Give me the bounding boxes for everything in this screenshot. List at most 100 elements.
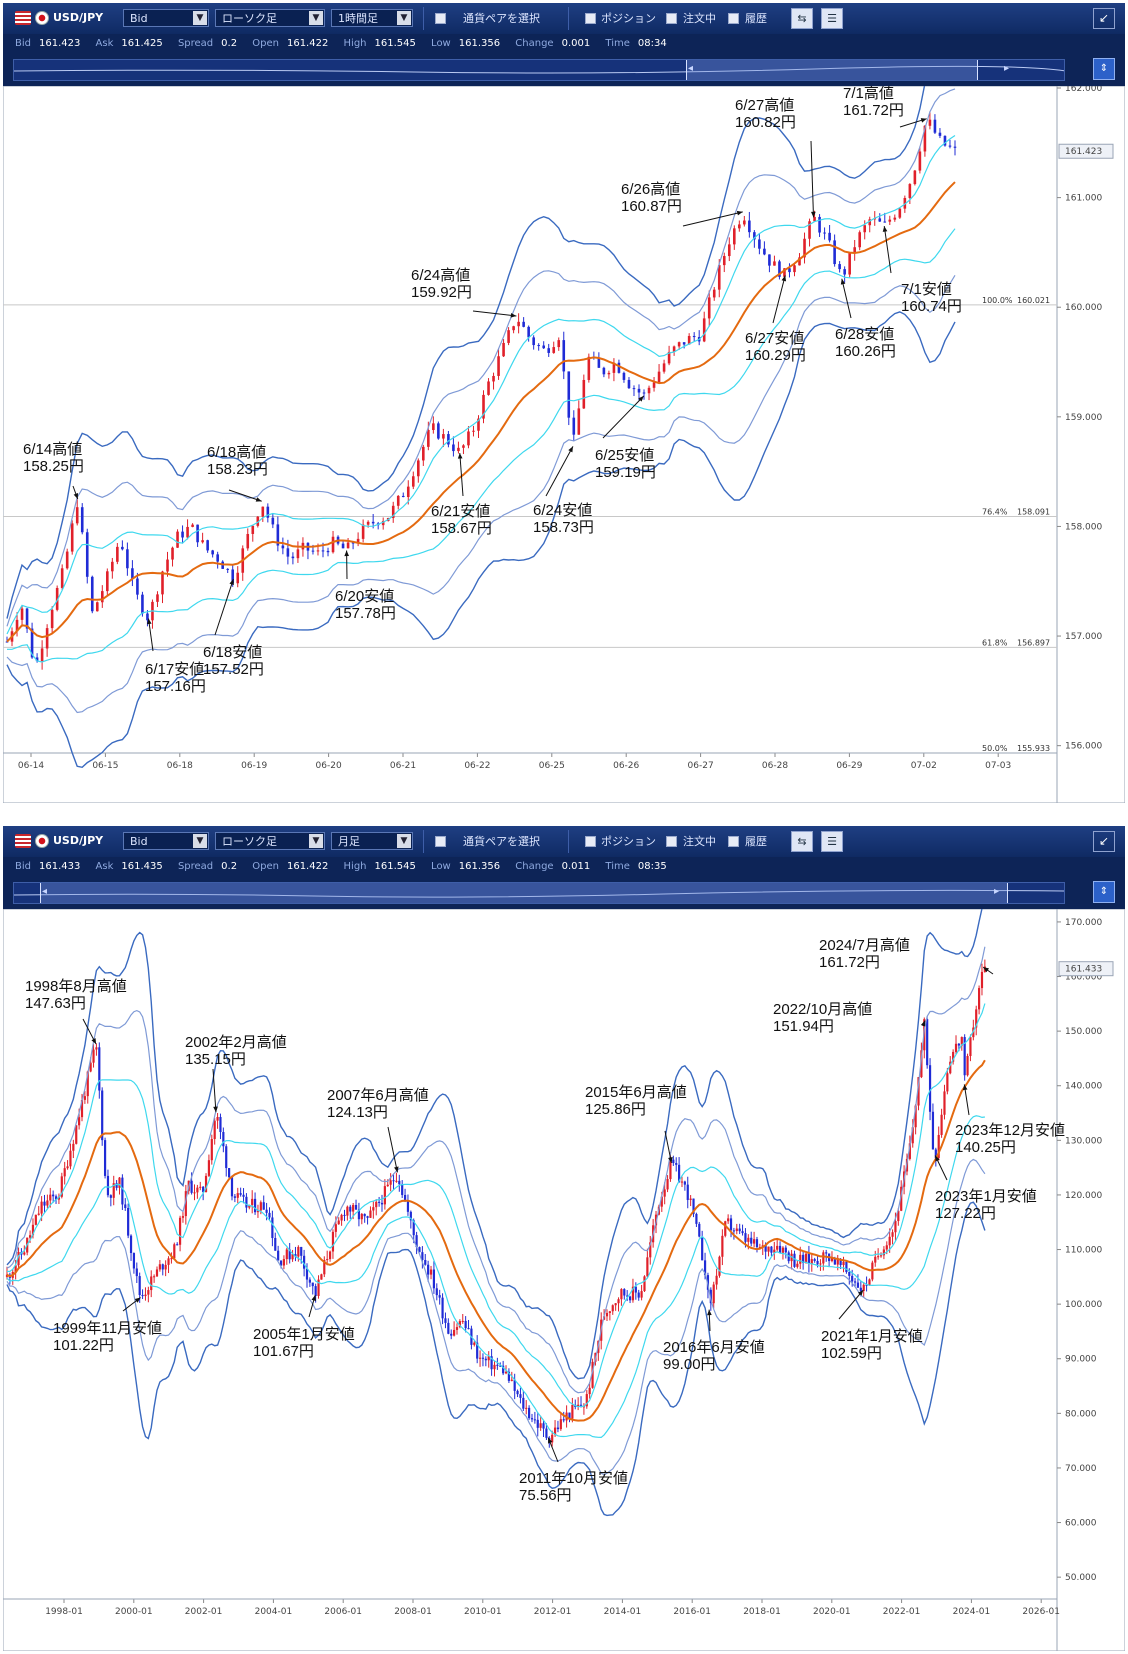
candle-body bbox=[406, 486, 410, 498]
candle-body bbox=[813, 1259, 816, 1261]
x-tick-label: 06-14 bbox=[18, 761, 44, 771]
candle-body bbox=[171, 547, 174, 560]
navigator-window-handle[interactable] bbox=[40, 883, 1008, 903]
candle-body bbox=[977, 988, 981, 1010]
y-tick-label: 158.000 bbox=[1065, 522, 1102, 532]
candle-body bbox=[66, 1166, 69, 1169]
nav-right-arrow-icon[interactable]: ▸ bbox=[994, 886, 1000, 897]
hourly-candlestick-chart[interactable]: 162.000 161.000 160.000 159.000 158.000 157.0… bbox=[3, 86, 1125, 803]
candle-body bbox=[150, 1276, 153, 1291]
chart-settings-icon[interactable]: ⇆ bbox=[791, 8, 813, 29]
candle-body bbox=[496, 1364, 499, 1366]
candle-body bbox=[190, 1180, 193, 1193]
candle bbox=[15, 612, 19, 637]
candle bbox=[281, 537, 285, 555]
nav-left-arrow-icon[interactable]: ◂ bbox=[688, 63, 694, 74]
candle bbox=[95, 1043, 98, 1056]
collapse-arrow-icon[interactable]: ↙ bbox=[1093, 831, 1115, 852]
candle-body bbox=[54, 1196, 58, 1200]
x-tick-label: 06-28 bbox=[762, 761, 788, 771]
candle-body bbox=[158, 1264, 161, 1270]
candle bbox=[819, 1259, 822, 1271]
candle bbox=[773, 1241, 776, 1260]
bollinger-band-upper-1 bbox=[6, 135, 956, 635]
monthly-candlestick-chart[interactable]: 170.000 160.000 150.000 140.000 130.000 120.0… bbox=[3, 909, 1125, 1651]
pair-select-checkbox[interactable] bbox=[435, 836, 446, 847]
history-checkbox[interactable] bbox=[728, 836, 739, 847]
candle bbox=[236, 566, 240, 588]
candle bbox=[626, 1290, 629, 1302]
price-type-select[interactable]: Bid ▼ bbox=[123, 832, 209, 850]
candle-body bbox=[709, 1289, 712, 1304]
pair-select-checkbox[interactable] bbox=[435, 13, 446, 24]
candle-body bbox=[926, 1019, 929, 1066]
chart-settings-icon[interactable]: ⇆ bbox=[791, 831, 813, 852]
candle bbox=[472, 425, 475, 437]
jp-flag-icon bbox=[35, 834, 49, 848]
candle-body bbox=[437, 423, 440, 439]
candle bbox=[649, 1235, 652, 1265]
nav-left-arrow-icon[interactable]: ◂ bbox=[42, 886, 48, 897]
chart-list-icon[interactable]: ☰ bbox=[821, 831, 843, 852]
candle-body bbox=[513, 1379, 516, 1391]
candle bbox=[689, 1195, 692, 1207]
candle-body bbox=[660, 1196, 663, 1207]
fib-level-value: 155.933 bbox=[1017, 744, 1050, 753]
annotation-price-label: 101.67円 bbox=[253, 1343, 314, 1360]
chart-type-select[interactable]: ローソク足 ▼ bbox=[215, 9, 325, 27]
chart-list-icon[interactable]: ☰ bbox=[821, 8, 843, 29]
candle bbox=[375, 1199, 378, 1216]
history-checkbox[interactable] bbox=[728, 13, 739, 24]
annotation-date-label: 6/21安値 bbox=[431, 503, 490, 520]
candle bbox=[477, 415, 480, 438]
interval-select[interactable]: 1時間足 ▼ bbox=[331, 9, 413, 27]
collapse-arrow-icon[interactable]: ↙ bbox=[1093, 8, 1115, 29]
candle-body bbox=[231, 569, 235, 584]
candle-body bbox=[288, 1249, 291, 1260]
navigator-scrollbar[interactable]: ◂ ▸ bbox=[13, 882, 1065, 904]
y-tick-label: 140.000 bbox=[1065, 1082, 1102, 1092]
candle-body bbox=[784, 1247, 787, 1253]
candle bbox=[398, 1174, 401, 1192]
candle-body bbox=[758, 239, 761, 249]
y-tick-label: 60.000 bbox=[1065, 1519, 1097, 1529]
candle bbox=[184, 1184, 187, 1225]
candle-body bbox=[279, 1260, 283, 1266]
candle-body bbox=[31, 1224, 35, 1236]
candle-body bbox=[196, 1187, 199, 1193]
candle-body bbox=[213, 1120, 216, 1140]
candle-body bbox=[245, 1196, 248, 1208]
candle bbox=[695, 1212, 698, 1227]
candle bbox=[858, 230, 861, 251]
position-checkbox[interactable] bbox=[585, 836, 596, 847]
candle-body bbox=[778, 1245, 782, 1253]
candle-body bbox=[17, 1252, 20, 1266]
y-tick-label: 160.000 bbox=[1065, 303, 1102, 313]
chart-type-select[interactable]: ローソク足 ▼ bbox=[215, 832, 325, 850]
interval-select[interactable]: 月足 ▼ bbox=[331, 832, 413, 850]
candle-body bbox=[556, 1427, 560, 1430]
orders-checkbox[interactable] bbox=[666, 836, 677, 847]
position-checkbox[interactable] bbox=[585, 13, 596, 24]
fit-chart-icon[interactable]: ⇕ bbox=[1093, 58, 1115, 80]
candle-body bbox=[608, 1311, 611, 1313]
price-type-select[interactable]: Bid ▼ bbox=[123, 9, 209, 27]
candle bbox=[767, 1246, 770, 1257]
candle-body bbox=[718, 1256, 721, 1276]
candle-body bbox=[823, 232, 826, 234]
candle bbox=[802, 1251, 805, 1270]
annotation-arrowhead bbox=[935, 1155, 940, 1162]
annotation-price-label: 157.16円 bbox=[145, 678, 206, 695]
candle bbox=[406, 480, 410, 505]
fit-chart-icon[interactable]: ⇕ bbox=[1093, 881, 1115, 903]
candle-body bbox=[45, 628, 49, 649]
orders-checkbox[interactable] bbox=[666, 13, 677, 24]
nav-right-arrow-icon[interactable]: ▸ bbox=[1004, 63, 1010, 74]
navigator-window-handle[interactable] bbox=[686, 60, 978, 80]
bollinger-band-upper-1 bbox=[7, 1003, 986, 1408]
navigator-scrollbar[interactable]: ◂ ▸ bbox=[13, 59, 1065, 81]
annotation-date-label: 2021年1月安値 bbox=[821, 1328, 923, 1345]
candle-body bbox=[101, 1090, 104, 1141]
candle bbox=[512, 325, 515, 334]
candle bbox=[354, 1199, 358, 1210]
